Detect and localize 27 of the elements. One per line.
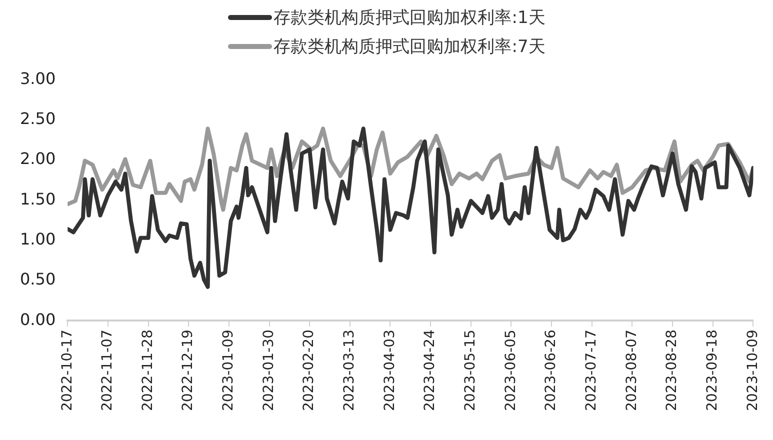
y-tick-label: 2.00 xyxy=(20,149,56,168)
x-tick-label: 2022-10-17 xyxy=(59,330,76,412)
x-tick-label: 2022-12-19 xyxy=(180,330,196,412)
y-tick-label: 0.50 xyxy=(20,270,56,289)
x-tick-label: 2023-06-05 xyxy=(502,330,519,412)
x-tick-label: 2023-07-17 xyxy=(584,330,600,412)
y-tick-label: 0.00 xyxy=(20,310,56,329)
x-tick-label: 2022-11-07 xyxy=(100,330,116,412)
x-tick-label: 2023-08-28 xyxy=(664,330,680,412)
x-tick-label: 2023-01-30 xyxy=(260,330,277,412)
y-tick-label: 2.50 xyxy=(20,108,56,128)
y-tick-label: 1.50 xyxy=(20,189,56,208)
x-tick-label: 2022-11-28 xyxy=(140,330,156,412)
legend-label: 存款类机构质押式回购加权利率:1天 xyxy=(274,7,546,29)
x-tick-label: 2023-10-09 xyxy=(744,330,761,412)
x-tick-label: 2023-08-07 xyxy=(624,330,640,412)
x-tick-label: 2023-05-15 xyxy=(462,330,479,412)
x-tick-label: 2023-06-26 xyxy=(543,330,560,412)
x-tick-label: 2023-09-18 xyxy=(704,330,721,412)
x-tick-label: 2023-03-13 xyxy=(342,330,358,412)
x-tick-label: 2023-04-24 xyxy=(422,330,438,412)
x-tick-label: 2023-02-20 xyxy=(301,330,318,412)
x-tick-label: 2023-04-03 xyxy=(382,330,398,412)
y-tick-label: 1.00 xyxy=(20,229,56,248)
legend-label: 存款类机构质押式回购加权利率:7天 xyxy=(274,36,546,58)
x-tick-label: 2023-01-09 xyxy=(220,330,237,412)
y-tick-label: 3.00 xyxy=(20,68,56,88)
